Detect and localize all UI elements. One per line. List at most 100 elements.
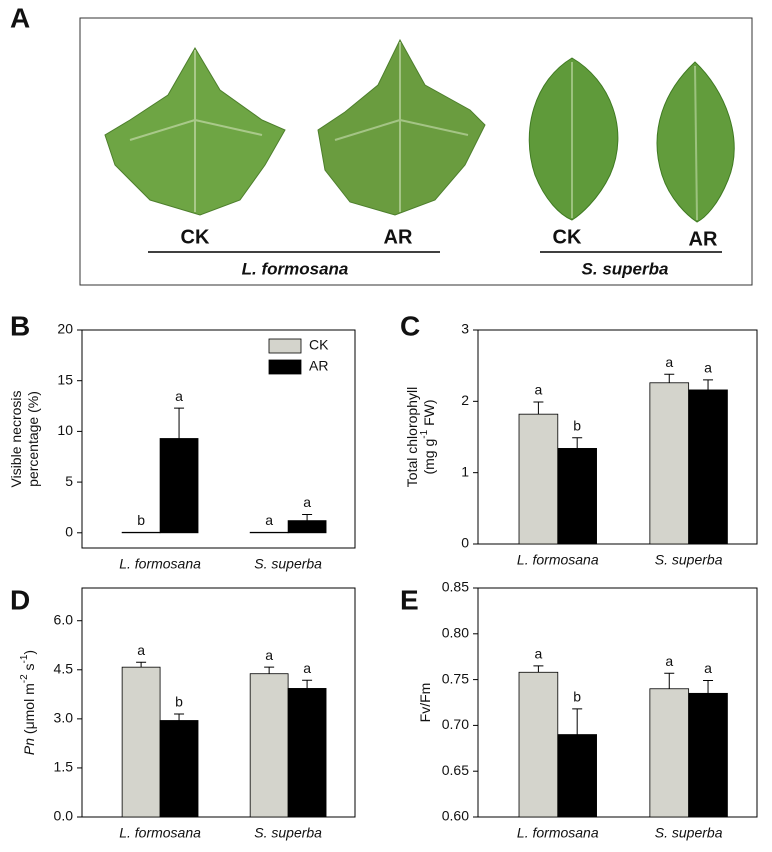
bar (249, 673, 289, 818)
plot-frame (81, 329, 356, 549)
significance-letter: a (303, 660, 311, 676)
error-bar (174, 713, 185, 721)
y-tick-label: 3.0 (54, 710, 74, 726)
bar (518, 413, 559, 545)
bar (287, 520, 327, 534)
x-tick-label: S. superba (254, 825, 322, 841)
error-bar (572, 437, 583, 449)
x-tick-label: S. superba (254, 556, 322, 572)
y-axis-label-part: Pn (21, 738, 37, 755)
legend-swatch (268, 359, 302, 375)
significance-letter: a (665, 653, 673, 669)
y-tick-label: 4.5 (54, 660, 74, 676)
y-tick-label: 0.60 (442, 808, 469, 824)
error-bar (664, 672, 675, 689)
panel-label: E (400, 584, 419, 615)
y-axis-label: percentage (%) (25, 391, 41, 487)
y-axis-label-part: (μmol m (21, 683, 37, 738)
y-tick-label: 20 (57, 321, 73, 337)
error-bar (136, 661, 147, 668)
error-bar (174, 407, 185, 439)
x-tick-label: L. formosana (517, 552, 599, 568)
y-axis-label: Visible necrosis (8, 390, 24, 487)
y-tick-label: 1.5 (54, 759, 74, 775)
significance-letter: a (175, 388, 183, 404)
treatment-label: CK (553, 226, 582, 248)
bar (557, 734, 597, 818)
bar (159, 438, 199, 534)
bar (121, 531, 161, 534)
bar (688, 389, 728, 545)
y-tick-label: 15 (57, 371, 73, 387)
plot-frame (477, 587, 758, 818)
bar (557, 448, 597, 545)
significance-letter: b (573, 417, 581, 433)
bar (287, 688, 327, 818)
error-bar (533, 401, 544, 415)
group-label: L. formosana (242, 259, 349, 278)
significance-letter: a (704, 360, 712, 376)
error-bar (302, 514, 313, 521)
panel-label: A (10, 2, 30, 33)
bar (121, 666, 161, 818)
y-axis-label-part: s (21, 663, 37, 674)
y-axis-label-part: -2 (19, 674, 30, 683)
legend-label: CK (309, 337, 329, 353)
x-tick-label: L. formosana (119, 825, 201, 841)
y-axis-label-part: FW) (421, 399, 437, 429)
plot-frame (477, 329, 758, 545)
panel-label: B (10, 310, 30, 341)
y-tick-label: 0 (461, 535, 469, 551)
y-tick-label: 1 (461, 463, 469, 479)
error-bar (572, 708, 583, 735)
y-tick-label: 10 (57, 422, 73, 438)
y-tick-label: 2 (461, 392, 469, 408)
error-bar (703, 379, 714, 390)
significance-letter: b (573, 689, 581, 705)
bar (159, 720, 199, 818)
significance-letter: b (137, 512, 145, 528)
error-bar (264, 666, 275, 674)
panel-label: D (10, 584, 30, 615)
significance-letter: b (175, 694, 183, 710)
y-tick-label: 0 (65, 523, 73, 539)
y-tick-label: 6.0 (54, 611, 74, 627)
treatment-label: CK (181, 226, 210, 248)
legend-label: AR (309, 358, 328, 374)
error-bar (703, 680, 714, 694)
leaf-photos (104, 38, 735, 223)
x-tick-label: L. formosana (517, 825, 599, 841)
y-axis-label: Total chlorophyll (404, 387, 420, 487)
bar (518, 671, 559, 818)
y-axis-label-part: Visible necrosis (8, 390, 24, 487)
y-axis-label-part: -1 (419, 429, 430, 438)
y-axis-label-part: -1 (19, 654, 30, 663)
y-axis-label-part: Total chlorophyll (404, 387, 420, 487)
significance-letter: a (303, 494, 311, 510)
treatment-label: AR (384, 226, 413, 248)
significance-letter: a (535, 646, 543, 662)
y-tick-label: 0.75 (442, 670, 469, 686)
x-tick-label: S. superba (655, 825, 723, 841)
group-label: S. superba (582, 259, 669, 278)
x-tick-label: L. formosana (119, 556, 201, 572)
y-axis-label-part: ) (21, 650, 37, 655)
y-tick-label: 5 (65, 473, 73, 489)
y-axis-label-part: (mg g (421, 439, 437, 475)
significance-letter: a (265, 647, 273, 663)
y-axis-label: (mg g-1 FW) (419, 399, 437, 474)
treatment-label: AR (689, 228, 718, 250)
y-tick-label: 0.70 (442, 716, 469, 732)
y-tick-label: 0.0 (54, 808, 74, 824)
bar (649, 688, 690, 818)
y-tick-label: 0.85 (442, 579, 469, 595)
y-axis-label: Pn (μmol m-2 s-1) (19, 650, 37, 755)
legend-swatch (268, 338, 302, 354)
significance-letter: a (535, 382, 543, 398)
y-tick-label: 0.65 (442, 762, 469, 778)
y-tick-label: 0.80 (442, 625, 469, 641)
significance-letter: a (265, 512, 273, 528)
significance-letter: a (137, 642, 145, 658)
significance-letter: a (704, 660, 712, 676)
